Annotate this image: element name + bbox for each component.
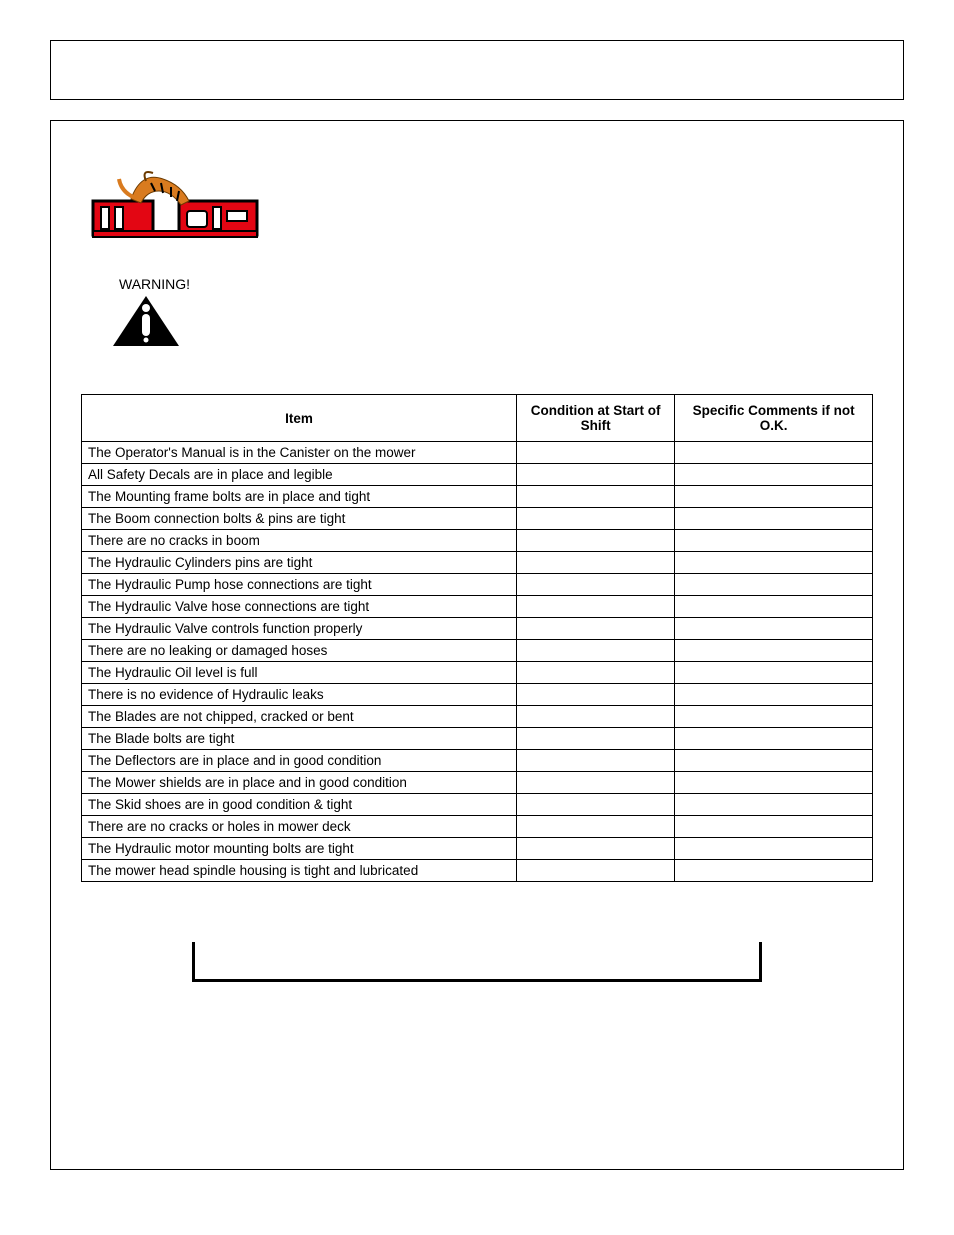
condition-cell[interactable] (517, 838, 675, 860)
table-row: The Mower shields are in place and in go… (82, 772, 873, 794)
condition-cell[interactable] (517, 684, 675, 706)
table-row: The Hydraulic motor mounting bolts are t… (82, 838, 873, 860)
comments-cell[interactable] (675, 508, 873, 530)
comments-cell[interactable] (675, 860, 873, 882)
item-cell: There is no evidence of Hydraulic leaks (82, 684, 517, 706)
table-row: The Hydraulic Cylinders pins are tight (82, 552, 873, 574)
table-row: There is no evidence of Hydraulic leaks (82, 684, 873, 706)
table-row: The Deflectors are in place and in good … (82, 750, 873, 772)
table-row: All Safety Decals are in place and legib… (82, 464, 873, 486)
item-cell: The Mounting frame bolts are in place an… (82, 486, 517, 508)
item-cell: The Blades are not chipped, cracked or b… (82, 706, 517, 728)
comments-cell[interactable] (675, 618, 873, 640)
warning-label: WARNING! (119, 276, 873, 292)
condition-cell[interactable] (517, 750, 675, 772)
table-row: The Mounting frame bolts are in place an… (82, 486, 873, 508)
comments-cell[interactable] (675, 552, 873, 574)
table-row: The Hydraulic Valve hose connections are… (82, 596, 873, 618)
condition-cell[interactable] (517, 816, 675, 838)
item-cell: There are no cracks in boom (82, 530, 517, 552)
comments-cell[interactable] (675, 442, 873, 464)
condition-cell[interactable] (517, 860, 675, 882)
table-row: There are no leaking or damaged hoses (82, 640, 873, 662)
main-content-box: WARNING! Item Condition at Start of Shif… (50, 120, 904, 1170)
table-row: The Hydraulic Valve controls function pr… (82, 618, 873, 640)
condition-cell[interactable] (517, 662, 675, 684)
item-cell: The Hydraulic Oil level is full (82, 662, 517, 684)
table-row: The mower head spindle housing is tight … (82, 860, 873, 882)
comments-cell[interactable] (675, 816, 873, 838)
page: WARNING! Item Condition at Start of Shif… (0, 0, 954, 1220)
comments-cell[interactable] (675, 794, 873, 816)
item-cell: The Skid shoes are in good condition & t… (82, 794, 517, 816)
condition-cell[interactable] (517, 464, 675, 486)
tiger-logo (91, 161, 873, 246)
item-cell: All Safety Decals are in place and legib… (82, 464, 517, 486)
comments-cell[interactable] (675, 574, 873, 596)
item-cell: There are no cracks or holes in mower de… (82, 816, 517, 838)
comments-cell[interactable] (675, 750, 873, 772)
comments-cell[interactable] (675, 662, 873, 684)
header-box (50, 40, 904, 100)
header-comments: Specific Comments if not O.K. (675, 395, 873, 442)
table-row: There are no cracks in boom (82, 530, 873, 552)
inspection-checklist-table: Item Condition at Start of Shift Specifi… (81, 394, 873, 882)
item-cell: The Operator's Manual is in the Canister… (82, 442, 517, 464)
header-item: Item (82, 395, 517, 442)
table-row: The Blades are not chipped, cracked or b… (82, 706, 873, 728)
table-row: The Hydraulic Oil level is full (82, 662, 873, 684)
item-cell: The Hydraulic Valve controls function pr… (82, 618, 517, 640)
comments-cell[interactable] (675, 596, 873, 618)
comments-cell[interactable] (675, 486, 873, 508)
condition-cell[interactable] (517, 772, 675, 794)
comments-cell[interactable] (675, 464, 873, 486)
warning-block: WARNING! (111, 276, 873, 354)
condition-cell[interactable] (517, 442, 675, 464)
item-cell: The Hydraulic Pump hose connections are … (82, 574, 517, 596)
condition-cell[interactable] (517, 508, 675, 530)
item-cell: The Hydraulic Valve hose connections are… (82, 596, 517, 618)
condition-cell[interactable] (517, 596, 675, 618)
condition-cell[interactable] (517, 530, 675, 552)
condition-cell[interactable] (517, 552, 675, 574)
item-cell: The Deflectors are in place and in good … (82, 750, 517, 772)
item-cell: The Blade bolts are tight (82, 728, 517, 750)
table-row: There are no cracks or holes in mower de… (82, 816, 873, 838)
comments-cell[interactable] (675, 772, 873, 794)
table-row: The Blade bolts are tight (82, 728, 873, 750)
comments-cell[interactable] (675, 728, 873, 750)
condition-cell[interactable] (517, 574, 675, 596)
item-cell: There are no leaking or damaged hoses (82, 640, 517, 662)
item-cell: The Hydraulic Cylinders pins are tight (82, 552, 517, 574)
comments-cell[interactable] (675, 640, 873, 662)
item-cell: The mower head spindle housing is tight … (82, 860, 517, 882)
table-row: The Skid shoes are in good condition & t… (82, 794, 873, 816)
condition-cell[interactable] (517, 486, 675, 508)
condition-cell[interactable] (517, 728, 675, 750)
item-cell: The Mower shields are in place and in go… (82, 772, 517, 794)
comments-cell[interactable] (675, 706, 873, 728)
signature-box (192, 942, 762, 982)
condition-cell[interactable] (517, 794, 675, 816)
table-row: The Hydraulic Pump hose connections are … (82, 574, 873, 596)
table-row: The Operator's Manual is in the Canister… (82, 442, 873, 464)
condition-cell[interactable] (517, 706, 675, 728)
comments-cell[interactable] (675, 530, 873, 552)
comments-cell[interactable] (675, 684, 873, 706)
condition-cell[interactable] (517, 618, 675, 640)
header-condition: Condition at Start of Shift (517, 395, 675, 442)
condition-cell[interactable] (517, 640, 675, 662)
item-cell: The Hydraulic motor mounting bolts are t… (82, 838, 517, 860)
table-header-row: Item Condition at Start of Shift Specifi… (82, 395, 873, 442)
item-cell: The Boom connection bolts & pins are tig… (82, 508, 517, 530)
warning-triangle-icon (111, 294, 181, 349)
table-row: The Boom connection bolts & pins are tig… (82, 508, 873, 530)
comments-cell[interactable] (675, 838, 873, 860)
